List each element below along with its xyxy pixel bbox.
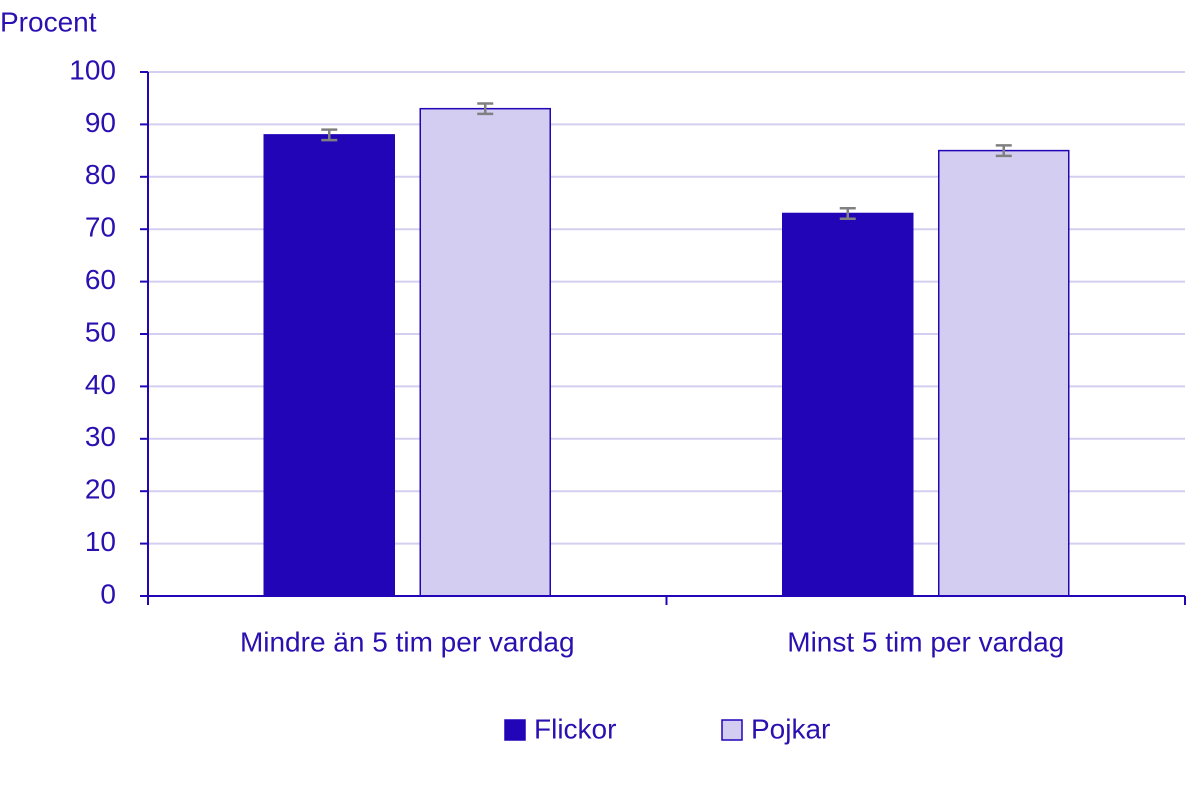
error-bar: [995, 144, 1012, 158]
y-tick-label: 70: [85, 212, 116, 243]
x-tick-label: Minst 5 tim per vardag: [787, 626, 1064, 657]
legend-label: Pojkar: [751, 713, 830, 744]
error-bar: [321, 128, 338, 142]
y-tick-label: 0: [100, 578, 116, 609]
y-tick-label: 20: [85, 474, 116, 505]
y-tick-label: 50: [85, 316, 116, 347]
y-axis-title: Procent: [0, 6, 97, 37]
y-tick-label: 10: [85, 526, 116, 557]
y-tick-label: 100: [69, 54, 116, 85]
bar: [782, 212, 914, 597]
bar: [419, 107, 551, 597]
y-tick-label: 80: [85, 159, 116, 190]
legend-swatch: [721, 719, 743, 741]
x-tick-label: Mindre än 5 tim per vardag: [240, 626, 575, 657]
y-tick-label: 30: [85, 421, 116, 452]
y-tick-label: 60: [85, 264, 116, 295]
legend-label: Flickor: [534, 713, 616, 744]
error-bar: [839, 206, 856, 220]
legend-swatch: [504, 719, 526, 741]
y-tick-label: 90: [85, 107, 116, 138]
y-tick-label: 40: [85, 369, 116, 400]
error-bar: [477, 102, 494, 116]
bar: [263, 134, 395, 597]
bar: [938, 149, 1070, 597]
